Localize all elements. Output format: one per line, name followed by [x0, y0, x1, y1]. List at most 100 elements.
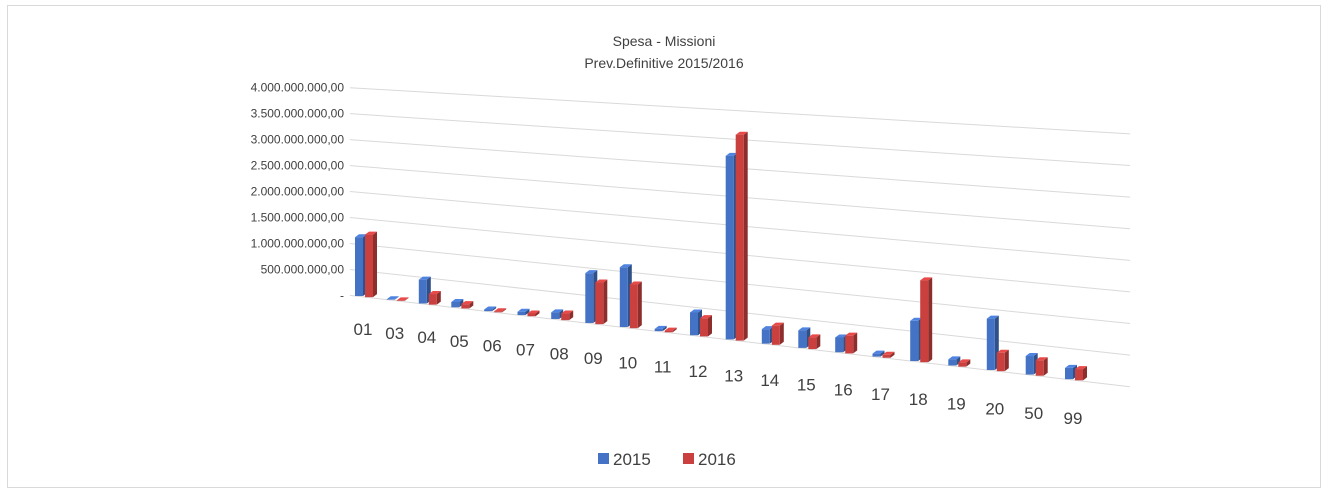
bar-top: [629, 281, 642, 285]
bar-side: [469, 301, 474, 309]
bar-side: [816, 334, 821, 350]
bar-top: [484, 306, 497, 310]
bar-side: [743, 131, 748, 341]
bar-top: [585, 270, 598, 274]
bar-top: [872, 350, 885, 354]
bar: [396, 300, 405, 301]
y-tick-label: 2.500.000.000,00: [251, 159, 345, 173]
x-tick-label: 99: [1064, 409, 1083, 428]
x-tick-label: 19: [947, 395, 966, 414]
bar-top: [845, 332, 858, 336]
bar: [735, 134, 744, 341]
bar-side: [966, 359, 971, 367]
bar-side: [1083, 366, 1087, 381]
bar: [355, 237, 363, 296]
bar: [910, 320, 919, 362]
bar-top: [1035, 357, 1048, 361]
bar: [451, 301, 460, 308]
bar: [1075, 369, 1083, 381]
x-tick-label: 14: [760, 371, 779, 390]
bar-top: [494, 308, 507, 312]
bar: [527, 313, 536, 317]
bar-top: [808, 334, 821, 338]
bar: [418, 279, 427, 304]
bar: [664, 330, 673, 333]
bar-side: [373, 231, 377, 298]
bar-top: [517, 308, 530, 312]
chart-border: [7, 5, 1321, 488]
y-tick-label: 500.000.000,00: [261, 262, 345, 276]
bar: [835, 337, 844, 353]
bar-top: [771, 322, 784, 326]
bar-top: [735, 131, 748, 135]
legend-swatch: [598, 453, 609, 464]
bar-top: [664, 327, 677, 331]
x-tick-label: 20: [985, 399, 1004, 418]
bar: [428, 294, 437, 305]
bar-side: [535, 310, 540, 317]
bar: [725, 155, 734, 340]
x-tick-label: 11: [654, 358, 672, 377]
bar-side: [1043, 357, 1048, 376]
bar-side: [708, 315, 712, 337]
bar-side: [890, 351, 895, 358]
bar: [386, 299, 395, 300]
grid-line: [349, 87, 1131, 135]
bar: [517, 311, 526, 316]
bar: [494, 311, 503, 313]
x-tick-label: 16: [834, 380, 853, 399]
bar-side: [662, 325, 667, 332]
bar: [798, 330, 807, 348]
bar-top: [428, 291, 441, 295]
bar-top: [654, 325, 667, 329]
bar-top: [700, 315, 712, 319]
x-tick-label: 04: [417, 328, 436, 347]
y-tick-label: -: [340, 288, 344, 302]
x-tick-label: 17: [871, 385, 890, 404]
x-tick-label: 18: [909, 390, 928, 409]
bar-side: [880, 350, 885, 357]
bar-top: [948, 356, 961, 360]
bar-side: [525, 308, 530, 316]
bar: [996, 352, 1005, 372]
x-tick-label: 03: [385, 324, 404, 343]
y-tick-label: 1.500.000.000,00: [251, 211, 345, 225]
bar-top: [958, 359, 971, 363]
bar: [986, 318, 995, 370]
bar: [654, 328, 663, 332]
bar-side: [603, 279, 608, 325]
y-tick-label: 2.000.000.000,00: [251, 185, 345, 199]
x-tick-label: 15: [797, 376, 816, 395]
bar: [958, 362, 967, 367]
bar-top: [451, 298, 464, 302]
x-tick-label: 13: [724, 367, 743, 386]
y-tick-label: 4.000.000.000,00: [251, 81, 345, 95]
bar-top: [527, 310, 540, 314]
bar-side: [404, 297, 409, 301]
bar: [365, 234, 373, 298]
bar-top: [386, 296, 399, 300]
x-tick-label: 07: [516, 340, 535, 359]
bar-top: [996, 349, 1009, 353]
bar: [700, 318, 708, 337]
bar-side: [1004, 349, 1009, 372]
grid-line: [349, 294, 1131, 388]
bar-top: [1025, 353, 1038, 357]
bar-side: [779, 322, 784, 345]
x-tick-label: 05: [450, 332, 469, 351]
bar-top: [355, 234, 367, 238]
x-tick-label: 01: [354, 320, 373, 339]
x-tick-label: 50: [1024, 404, 1043, 423]
bar-top: [365, 231, 377, 235]
bar: [561, 313, 570, 321]
bar-side: [672, 327, 677, 333]
bar: [551, 312, 560, 319]
bar: [1065, 367, 1073, 380]
legend-swatch: [683, 453, 694, 464]
bar-top: [986, 315, 999, 319]
bar-top: [910, 317, 923, 321]
bar-top: [595, 279, 608, 283]
bar-side: [569, 310, 574, 321]
